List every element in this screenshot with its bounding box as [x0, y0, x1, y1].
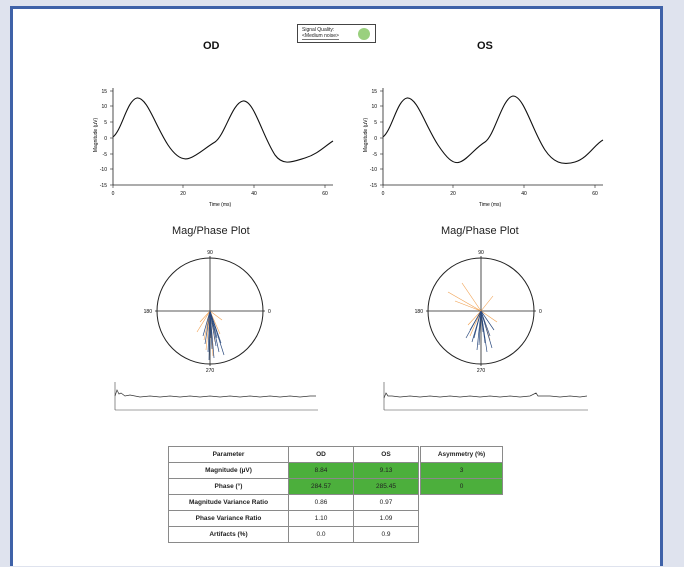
os-mag-phase-title: Mag/Phase Plot — [441, 225, 519, 237]
waveform-trace — [112, 97, 334, 163]
row-label: Magnitude Variance Ratio — [168, 494, 289, 511]
angle-label-bottom: 270 — [206, 368, 215, 374]
od-value: 0.86 — [288, 494, 354, 511]
y-tick-label: -5 — [373, 152, 378, 158]
table-row: Magnitude Variance Ratio 0.86 0.97 — [168, 494, 503, 511]
y-tick-label: 5 — [104, 120, 107, 126]
row-label: Artifacts (%) — [168, 526, 289, 543]
y-tick-label: 0 — [374, 136, 377, 142]
y-tick-label: 10 — [371, 104, 377, 110]
blue-vectors — [202, 310, 225, 361]
angle-label-right: 0 — [539, 309, 542, 315]
angle-label-top: 90 — [207, 250, 213, 256]
x-tick-label: 20 — [450, 191, 456, 197]
y-tick-label: -10 — [370, 167, 377, 173]
signal-quality-box: Signal Quality: <Medium noise> — [297, 24, 376, 43]
x-tick-label: 20 — [180, 191, 186, 197]
od-waveform-chart: 15 10 5 0 -5 -10 -15 0 20 40 60 Time (ms… — [93, 88, 334, 208]
asymmetry-value: 0 — [420, 478, 503, 495]
od-value: 284.57 — [288, 478, 354, 495]
angle-label-right: 0 — [268, 309, 271, 315]
od-mag-phase-title: Mag/Phase Plot — [172, 225, 250, 237]
os-value: 1.09 — [353, 510, 419, 527]
header-asymmetry: Asymmetry (%) — [420, 446, 503, 463]
x-tick-label: 40 — [251, 191, 257, 197]
y-ticks: 15 10 5 0 -5 -10 -15 — [370, 89, 383, 189]
x-axis-label: Time (ms) — [479, 202, 502, 208]
os-waveform-chart: 15 10 5 0 -5 -10 -15 0 20 40 60 Time (ms… — [363, 88, 604, 208]
row-label: Phase Variance Ratio — [168, 510, 289, 527]
header-parameter: Parameter — [168, 446, 289, 463]
table-row: Phase (°) 284.57 285.45 0 — [168, 478, 503, 495]
y-tick-label: 5 — [374, 120, 377, 126]
os-value: 0.97 — [353, 494, 419, 511]
angle-label-left: 180 — [144, 309, 153, 315]
header-od: OD — [288, 446, 354, 463]
table-row: Phase Variance Ratio 1.10 1.09 — [168, 510, 503, 527]
y-tick-label: 0 — [104, 136, 107, 142]
x-axis-label: Time (ms) — [209, 202, 232, 208]
x-ticks: 0 20 40 60 — [112, 185, 328, 197]
table-header-row: Parameter OD OS Asymmetry (%) — [168, 446, 503, 463]
y-tick-label: -10 — [100, 167, 107, 173]
od-artifact-trace — [114, 382, 318, 411]
y-tick-label: -5 — [103, 152, 108, 158]
y-tick-label: 15 — [371, 89, 377, 95]
y-ticks: 15 10 5 0 -5 -10 -15 — [100, 89, 113, 189]
od-value: 0.0 — [288, 526, 354, 543]
angle-label-bottom: 270 — [477, 368, 486, 374]
x-tick-label: 60 — [592, 191, 598, 197]
parameter-table: Parameter OD OS Asymmetry (%) Magnitude … — [168, 446, 503, 543]
trace-line — [383, 392, 588, 399]
od-value: 1.10 — [288, 510, 354, 527]
signal-quality-label: Signal Quality: — [302, 27, 335, 33]
table-row: Artifacts (%) 0.0 0.9 — [168, 526, 503, 543]
x-tick-label: 40 — [521, 191, 527, 197]
x-tick-label: 60 — [322, 191, 328, 197]
signal-quality-note: <Medium noise> — [302, 33, 339, 40]
angle-label-top: 90 — [478, 250, 484, 256]
waveform-trace — [382, 95, 604, 165]
od-title: OD — [203, 40, 220, 52]
os-value: 9.13 — [353, 462, 419, 479]
y-axis-label: Magnitude (µV) — [93, 118, 99, 153]
od-value: 8.84 — [288, 462, 354, 479]
x-tick-label: 0 — [382, 191, 385, 197]
od-polar-plot: 90 180 0 270 — [144, 250, 271, 374]
y-tick-label: 10 — [101, 104, 107, 110]
angle-label-left: 180 — [415, 309, 424, 315]
y-tick-label: -15 — [370, 183, 377, 189]
header-os: OS — [353, 446, 419, 463]
orange-vectors — [447, 282, 498, 341]
y-tick-label: -15 — [100, 183, 107, 189]
os-title: OS — [477, 40, 493, 52]
asymmetry-value: 3 — [420, 462, 503, 479]
os-artifact-trace — [383, 382, 588, 411]
os-value: 285.45 — [353, 478, 419, 495]
y-axis-label: Magnitude (µV) — [363, 118, 369, 153]
os-polar-plot: 90 180 0 270 — [415, 250, 542, 374]
blue-vectors — [465, 310, 495, 353]
table-row: Magnitude (µV) 8.84 9.13 3 — [168, 462, 503, 479]
x-tick-label: 0 — [112, 191, 115, 197]
y-tick-label: 15 — [101, 89, 107, 95]
signal-quality-indicator — [358, 28, 370, 40]
x-ticks: 0 20 40 60 — [382, 185, 598, 197]
row-label: Magnitude (µV) — [168, 462, 289, 479]
os-value: 0.9 — [353, 526, 419, 543]
trace-line — [114, 389, 316, 398]
row-label: Phase (°) — [168, 478, 289, 495]
